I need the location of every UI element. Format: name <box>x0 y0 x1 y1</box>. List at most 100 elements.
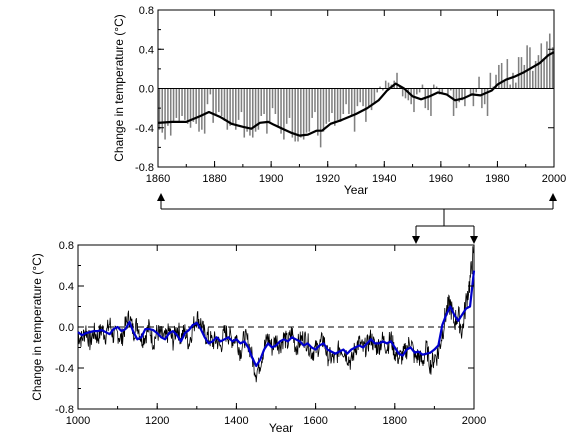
top-bar <box>249 88 251 136</box>
bottom-y-tick-label: 0.8 <box>59 240 74 252</box>
top-bar <box>498 64 500 89</box>
top-y-tick-label: -0.8 <box>135 162 154 174</box>
top-bar <box>257 88 260 130</box>
top-x-tick-label: 1900 <box>259 173 283 185</box>
top-bar <box>203 88 206 134</box>
top-bar <box>161 88 164 133</box>
top-x-axis-title: Year <box>344 183 368 197</box>
top-bar <box>376 88 378 93</box>
top-bar <box>325 88 328 124</box>
bottom-y-tick-label: -0.8 <box>55 404 74 416</box>
top-bar <box>472 88 475 107</box>
top-y-axis-title: Change in temperature (°C) <box>112 14 126 162</box>
top-bar <box>486 88 489 116</box>
top-bar <box>254 88 257 132</box>
top-bar <box>367 88 370 107</box>
top-bar <box>441 88 444 95</box>
top-bar <box>260 88 263 116</box>
top-bar <box>167 88 169 126</box>
top-bar <box>345 88 347 105</box>
top-bar <box>413 88 415 113</box>
top-bar <box>189 88 192 128</box>
top-bar <box>169 88 172 136</box>
top-bar <box>551 47 554 89</box>
top-bar <box>184 88 186 120</box>
top-y-tick-label: 0.4 <box>139 44 154 56</box>
top-bar <box>240 88 243 113</box>
top-bar <box>543 59 545 89</box>
top-bar <box>503 80 506 89</box>
top-bar <box>237 88 240 120</box>
top-bar <box>263 88 265 115</box>
top-bar <box>268 88 271 122</box>
arrowhead-down-1860 <box>412 236 420 244</box>
top-bar <box>251 88 254 138</box>
top-panel: 0.8 0.4 0.0 -0.4 -0.8 1860 1880 1900 1920 1940 19… <box>112 5 566 197</box>
top-bar <box>387 82 390 89</box>
top-bar <box>359 88 362 103</box>
top-bar <box>285 88 288 124</box>
top-y-ticks: 0.8 0.4 0.0 -0.4 -0.8 <box>135 5 554 174</box>
top-x-tick-label: 1980 <box>485 173 509 185</box>
top-bar <box>220 88 223 116</box>
top-bar <box>308 88 311 132</box>
bottom-y-axis-title: Change in temperature (°C) <box>30 253 44 401</box>
top-bar <box>297 88 299 142</box>
top-bar <box>206 88 209 105</box>
top-bar <box>305 88 308 133</box>
top-bar <box>362 88 364 107</box>
top-bar <box>302 88 305 140</box>
top-bar <box>178 88 180 121</box>
top-bar <box>226 88 229 130</box>
bottom-y-tick-label: 0.0 <box>59 322 74 334</box>
bottom-x-tick-label: 1800 <box>383 415 407 427</box>
top-bar <box>461 88 463 101</box>
bottom-annual-line <box>77 246 474 383</box>
top-bar <box>512 72 514 89</box>
top-x-tick-label: 1860 <box>146 173 170 185</box>
bottom-x-tick-label: 1600 <box>303 415 327 427</box>
bottom-smoothed-line <box>77 270 476 368</box>
top-bar <box>449 88 452 91</box>
top-bar <box>283 88 285 140</box>
top-bar <box>399 86 401 89</box>
bottom-y-ticks: 0.8 0.4 0.0 -0.4 -0.8 <box>55 240 474 416</box>
top-bar <box>215 88 217 115</box>
top-bar <box>373 88 376 105</box>
top-bar <box>370 88 373 111</box>
top-bar <box>223 88 226 121</box>
top-bar <box>331 88 333 114</box>
top-x-ticks: 1860 1880 1900 1920 1940 1960 1980 2000 <box>146 10 566 185</box>
top-bar <box>311 88 313 118</box>
top-bar <box>328 88 330 122</box>
top-bar <box>322 88 325 132</box>
top-bar <box>181 88 183 116</box>
top-bar <box>384 80 387 89</box>
top-x-tick-label: 1880 <box>202 173 226 185</box>
top-bar <box>342 88 345 115</box>
top-bar <box>421 84 424 89</box>
top-bar <box>382 88 384 91</box>
top-bar <box>379 86 381 89</box>
top-bar <box>537 55 540 89</box>
top-bar <box>186 88 189 124</box>
arrowhead-down-2000 <box>470 236 478 244</box>
bottom-x-tick-label: 1400 <box>224 415 248 427</box>
bottom-x-tick-label: 1000 <box>66 415 90 427</box>
top-bar <box>294 88 296 142</box>
top-bar <box>416 88 418 95</box>
top-bar <box>229 88 231 126</box>
top-bar <box>401 88 404 97</box>
top-bar <box>356 88 359 107</box>
top-bar <box>195 88 197 124</box>
top-bar <box>509 84 511 89</box>
top-bar <box>266 88 268 134</box>
top-bar <box>314 88 316 113</box>
top-bar <box>515 82 517 89</box>
top-trend-line <box>157 51 555 137</box>
top-bar <box>407 88 410 101</box>
top-bar <box>500 62 503 89</box>
top-bar <box>433 84 435 89</box>
top-bar <box>164 88 166 140</box>
top-bar <box>427 88 429 111</box>
